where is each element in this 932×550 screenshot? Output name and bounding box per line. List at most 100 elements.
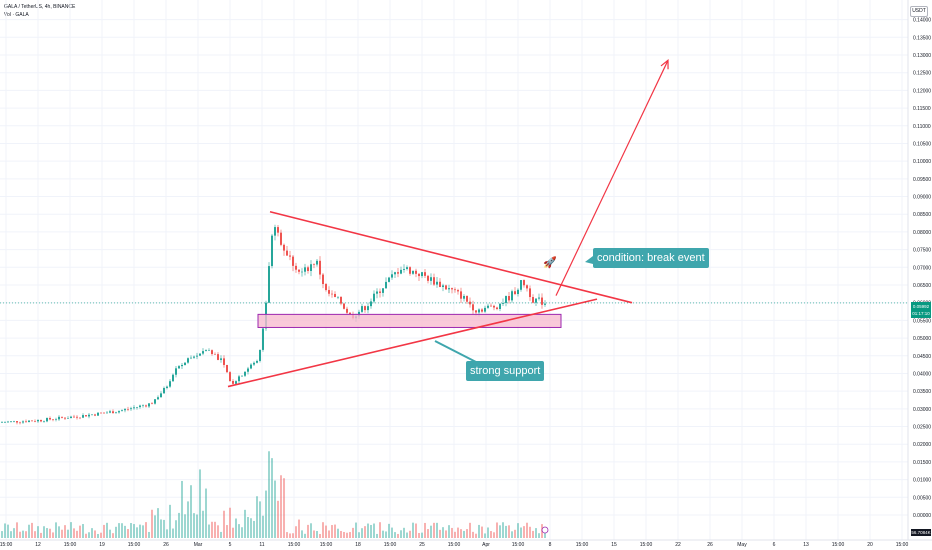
volume-bar bbox=[91, 528, 93, 538]
y-tick-label: 0.00000 bbox=[913, 513, 931, 519]
candle-body bbox=[286, 250, 288, 256]
candle-body bbox=[112, 411, 114, 414]
candle-body bbox=[220, 358, 222, 360]
candle-body bbox=[511, 291, 513, 301]
volume-bar bbox=[364, 526, 366, 538]
volume-bar bbox=[124, 525, 126, 538]
volume-bar bbox=[373, 523, 375, 538]
volume-bar bbox=[151, 509, 153, 538]
volume-bar bbox=[31, 522, 33, 538]
volume-bar bbox=[154, 515, 156, 538]
volume-bar bbox=[148, 531, 150, 538]
volume-bar bbox=[508, 525, 510, 538]
y-tick-label: 0.09500 bbox=[913, 177, 931, 183]
volume-bar bbox=[169, 504, 171, 538]
x-tick-label: 15:00 bbox=[288, 542, 301, 548]
volume-bar bbox=[109, 529, 111, 538]
volume-bar bbox=[451, 527, 453, 538]
volume-bar bbox=[391, 527, 393, 538]
candle-body bbox=[280, 232, 282, 245]
volume-bar bbox=[193, 513, 195, 538]
candle-body bbox=[1, 422, 3, 423]
candle-body bbox=[127, 409, 129, 410]
volume-bar bbox=[319, 533, 321, 538]
x-tick-label: Apr bbox=[482, 542, 490, 548]
volume-bar bbox=[505, 525, 507, 538]
y-tick-label: 0.01000 bbox=[913, 478, 931, 484]
candle-body bbox=[361, 306, 363, 312]
breakout-callout: condition: break event bbox=[593, 248, 709, 268]
volume-bar bbox=[472, 531, 474, 538]
candle-body bbox=[208, 350, 210, 351]
candle-body bbox=[382, 288, 384, 293]
candle-body bbox=[130, 408, 132, 410]
volume-bar bbox=[58, 526, 60, 538]
volume-bar bbox=[55, 522, 57, 538]
volume-bar bbox=[232, 527, 234, 538]
resistance-trendline bbox=[269, 210, 633, 304]
candle-body bbox=[304, 267, 306, 272]
y-tick-label: 0.05500 bbox=[913, 318, 931, 324]
volume-bar bbox=[112, 533, 114, 538]
candle-body bbox=[472, 304, 474, 311]
candle-body bbox=[502, 302, 504, 304]
candle-body bbox=[187, 358, 189, 363]
candle-body bbox=[223, 358, 225, 365]
candle-body bbox=[7, 421, 9, 423]
candle-body bbox=[259, 349, 261, 361]
x-tick-label: 15:00 bbox=[128, 542, 141, 548]
candle-body bbox=[157, 397, 159, 400]
price-unit-label[interactable]: USDT bbox=[910, 6, 928, 17]
candle-body bbox=[61, 416, 63, 418]
volume-bar bbox=[76, 530, 78, 538]
volume-bar bbox=[430, 525, 432, 538]
candle-body bbox=[415, 270, 417, 274]
volume-bar bbox=[187, 501, 189, 538]
volume-bar bbox=[229, 507, 231, 538]
candle-body bbox=[421, 272, 423, 277]
x-tick-label: 20 bbox=[867, 542, 873, 548]
volume-bar bbox=[172, 528, 174, 538]
candle-body bbox=[424, 272, 426, 276]
volume-bar bbox=[184, 514, 186, 538]
candle-body bbox=[364, 306, 366, 311]
candle-body bbox=[19, 422, 21, 424]
x-tick-label: 15:00 bbox=[384, 542, 397, 548]
candle-body bbox=[160, 393, 162, 398]
volume-bar bbox=[316, 531, 318, 538]
y-tick-label: 0.01500 bbox=[913, 460, 931, 466]
last-price-tag: 0.05992 01:17:10 bbox=[911, 302, 931, 318]
candle-body bbox=[298, 269, 300, 272]
volume-indicator-label[interactable]: Vol · GALA bbox=[4, 12, 29, 18]
volume-bar bbox=[463, 530, 465, 538]
volume-bar bbox=[70, 522, 72, 538]
volume-bar bbox=[220, 531, 222, 538]
volume-bar bbox=[394, 532, 396, 538]
volume-bar bbox=[487, 527, 489, 538]
volume-bar bbox=[253, 520, 255, 538]
volume-bar bbox=[82, 524, 84, 538]
candle-body bbox=[376, 291, 378, 294]
y-tick-label: 0.11000 bbox=[913, 124, 931, 130]
candle-body bbox=[400, 269, 402, 274]
y-tick-label: 0.09000 bbox=[913, 195, 931, 201]
candle-body bbox=[244, 371, 246, 376]
candle-body bbox=[514, 291, 516, 295]
candle-body bbox=[163, 388, 165, 394]
y-tick-label: 0.07000 bbox=[913, 265, 931, 271]
candle-body bbox=[247, 368, 249, 372]
candle-body bbox=[121, 410, 123, 412]
volume-bar bbox=[49, 528, 51, 538]
candle-body bbox=[211, 350, 213, 355]
y-tick-label: 0.03000 bbox=[913, 407, 931, 413]
volume-bar bbox=[160, 519, 162, 538]
volume-bar bbox=[358, 532, 360, 538]
candle-body bbox=[538, 297, 540, 299]
candle-body bbox=[148, 403, 150, 407]
y-tick-label: 0.12000 bbox=[913, 88, 931, 94]
support-callout-pointer bbox=[434, 340, 477, 363]
y-tick-label: 0.13000 bbox=[913, 53, 931, 59]
y-tick-label: 0.08500 bbox=[913, 212, 931, 218]
candle-body bbox=[196, 355, 198, 357]
